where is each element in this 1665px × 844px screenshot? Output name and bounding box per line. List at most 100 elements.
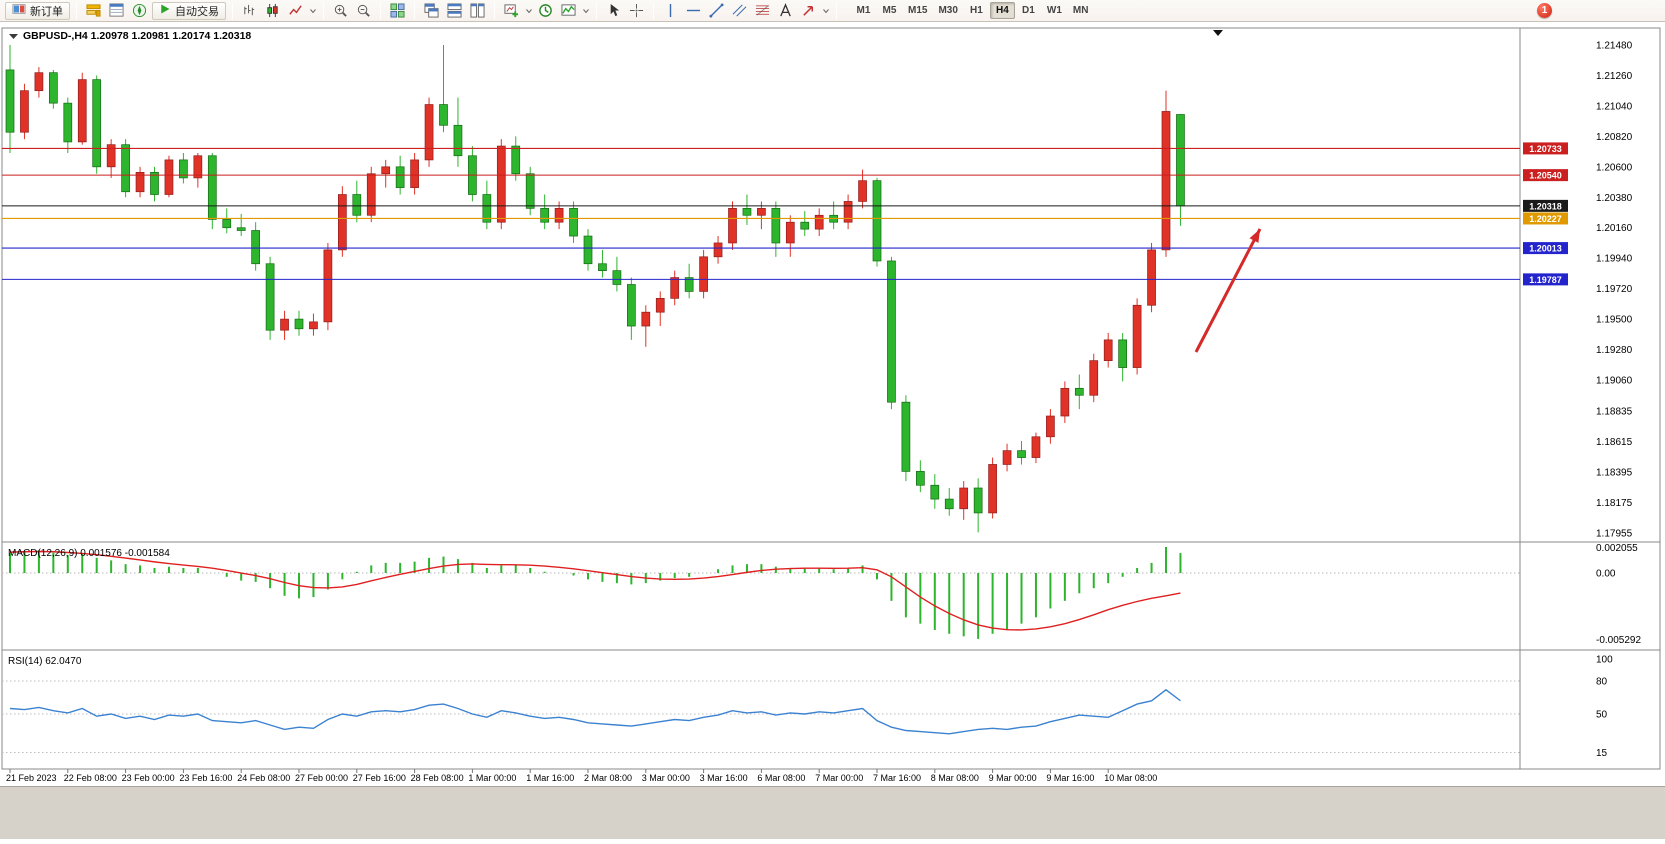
timeframe-m5[interactable]: M5 xyxy=(877,2,902,19)
candlestick-chart-icon[interactable] xyxy=(262,2,283,20)
rsi-tick-label: 80 xyxy=(1596,677,1608,688)
macd-tick-label: -0.005292 xyxy=(1596,635,1641,646)
candlestick xyxy=(901,395,911,482)
price-tag-label: 1.20013 xyxy=(1529,244,1562,254)
candlestick xyxy=(1017,440,1026,465)
candlestick xyxy=(164,155,174,198)
divider xyxy=(653,2,654,19)
time-label: 9 Mar 16:00 xyxy=(1046,773,1094,783)
candlestick xyxy=(785,215,795,257)
timeframe-h4[interactable]: H4 xyxy=(989,2,1015,19)
price-tag xyxy=(1523,242,1568,255)
auto-trading-label: 自动交易 xyxy=(175,5,219,18)
rsi-tick-label: 100 xyxy=(1596,655,1613,666)
arrow-tool-icon[interactable] xyxy=(798,2,819,20)
shift-marker-icon[interactable] xyxy=(1213,30,1223,36)
chevron-down-icon[interactable] xyxy=(308,2,317,20)
price-tag xyxy=(1523,212,1568,225)
candlestick xyxy=(338,186,347,257)
rsi-line xyxy=(9,688,1181,735)
time-label: 23 Feb 16:00 xyxy=(179,773,232,783)
chart-window xyxy=(1,27,1661,770)
chevron-down-icon[interactable] xyxy=(524,2,533,20)
divider xyxy=(232,2,233,19)
price-tick-label: 1.20380 xyxy=(1596,193,1633,204)
cascade-windows-icon[interactable] xyxy=(421,2,442,20)
bar-chart-icon[interactable] xyxy=(239,2,260,20)
candlestick xyxy=(5,45,15,153)
timeframe-w1[interactable]: W1 xyxy=(1042,2,1067,19)
candlestick xyxy=(655,291,665,327)
candlestick xyxy=(525,166,535,216)
candlestick xyxy=(63,97,73,153)
time-label: 2 Mar 08:00 xyxy=(584,773,632,783)
tile-vertical-icon[interactable] xyxy=(467,2,488,20)
candlestick xyxy=(1060,381,1070,423)
candlestick xyxy=(569,201,578,243)
candlestick xyxy=(135,166,145,198)
price-tag-label: 1.20540 xyxy=(1529,171,1562,181)
vertical-line-icon[interactable] xyxy=(660,2,681,20)
tile-windows-icon[interactable] xyxy=(387,2,408,20)
candlestick xyxy=(742,194,752,225)
candlestick xyxy=(814,208,824,237)
candlestick xyxy=(1132,298,1142,375)
candlestick xyxy=(713,236,723,264)
timeframe-mn[interactable]: MN xyxy=(1068,2,1094,19)
bottom-area xyxy=(0,786,1665,839)
data-window-icon[interactable] xyxy=(106,2,127,20)
time-label: 7 Mar 00:00 xyxy=(815,773,863,783)
time-label: 3 Mar 16:00 xyxy=(700,773,748,783)
channel-icon[interactable] xyxy=(729,2,750,20)
horizontal-line-icon[interactable] xyxy=(683,2,704,20)
timeframe-m15[interactable]: M15 xyxy=(903,2,932,19)
zoom-out-icon[interactable] xyxy=(353,2,374,20)
candlestick xyxy=(511,136,521,181)
chart-canvas[interactable]: 1.20733 1.20540 1.20318 1.20227 1.20013 1.197… xyxy=(0,22,1665,839)
market-watch-icon[interactable] xyxy=(83,2,104,20)
trend-arrow-head xyxy=(1249,229,1260,243)
trendline-icon[interactable] xyxy=(706,2,727,20)
notification-badge[interactable]: 1 xyxy=(1537,3,1552,18)
new-chart-icon[interactable] xyxy=(501,2,522,20)
auto-trading-button[interactable]: 自动交易 xyxy=(152,1,226,20)
macd-signal-line xyxy=(9,550,1181,631)
chevron-down-icon[interactable] xyxy=(581,2,590,20)
candlestick xyxy=(251,222,260,271)
fibonacci-icon[interactable] xyxy=(752,2,773,20)
text-tool-icon[interactable] xyxy=(775,2,796,20)
navigator-icon[interactable] xyxy=(129,2,150,20)
candlestick xyxy=(973,478,983,533)
candlestick xyxy=(641,305,651,347)
price-tick-label: 1.18175 xyxy=(1596,498,1633,509)
play-icon xyxy=(159,3,171,18)
candlestick xyxy=(858,169,867,209)
timeframe-m1[interactable]: M1 xyxy=(851,2,876,19)
line-chart-icon[interactable] xyxy=(285,2,306,20)
candlestick xyxy=(294,310,304,336)
timeframe-m30[interactable]: M30 xyxy=(933,2,962,19)
candlestick xyxy=(92,75,102,174)
time-label: 28 Feb 08:00 xyxy=(411,773,464,783)
tile-horizontal-icon[interactable] xyxy=(444,2,465,20)
zoom-in-icon[interactable] xyxy=(330,2,351,20)
new-order-button[interactable]: 新订单 xyxy=(5,1,70,20)
period-clock-icon[interactable] xyxy=(535,2,556,20)
price-tick-label: 1.19720 xyxy=(1596,284,1633,295)
cursor-icon[interactable] xyxy=(603,2,624,20)
price-tick-label: 1.20160 xyxy=(1596,223,1633,234)
candlestick xyxy=(482,180,492,230)
candlestick xyxy=(496,139,506,230)
crosshair-icon[interactable] xyxy=(626,2,647,20)
timeframe-d1[interactable]: D1 xyxy=(1016,2,1041,19)
candlestick xyxy=(265,256,275,340)
chevron-down-icon[interactable] xyxy=(821,2,830,20)
macd-label: MACD(12,26,9) 0.001576 -0.001584 xyxy=(8,548,170,559)
template-icon[interactable] xyxy=(558,2,579,20)
symbol-dropdown-icon[interactable] xyxy=(9,34,18,39)
candlestick xyxy=(1074,374,1084,410)
candlestick xyxy=(699,249,708,299)
trend-arrow[interactable] xyxy=(1194,228,1262,353)
chart-area[interactable]: 1.20733 1.20540 1.20318 1.20227 1.20013 1.197… xyxy=(0,22,1665,839)
timeframe-h1[interactable]: H1 xyxy=(964,2,989,19)
